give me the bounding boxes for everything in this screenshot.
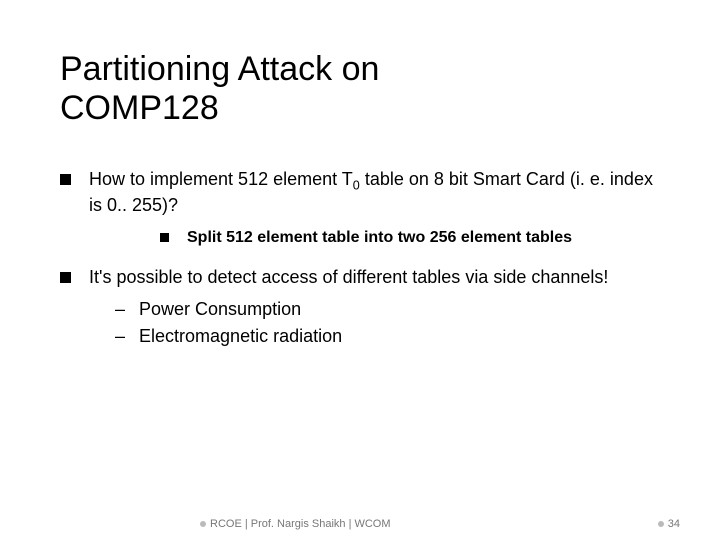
bullet-2: It's possible to detect access of differ… <box>60 266 660 289</box>
square-bullet-icon <box>60 174 71 185</box>
slide-title: Partitioning Attack on COMP128 <box>60 50 660 128</box>
dash-bullet-icon: – <box>115 298 125 321</box>
bullet-2-text: It's possible to detect access of differ… <box>89 266 608 289</box>
footer-page-text: 34 <box>668 518 680 530</box>
dash-bullet-icon: – <box>115 325 125 348</box>
title-line-2: COMP128 <box>60 89 219 127</box>
square-bullet-icon <box>60 272 71 283</box>
bullet-2-sub-1: – Power Consumption <box>115 298 660 321</box>
bullet-2-sub-2-text: Electromagnetic radiation <box>139 325 342 348</box>
dot-icon <box>658 521 664 527</box>
bullet-1-text: How to implement 512 element T0 table on… <box>89 168 660 217</box>
title-line-1: Partitioning Attack on <box>60 50 379 88</box>
footer-credit-text: RCOE | Prof. Nargis Shaikh | WCOM <box>210 518 391 530</box>
bullet-1: How to implement 512 element T0 table on… <box>60 168 660 217</box>
bullet-2-sub-1-text: Power Consumption <box>139 298 301 321</box>
dot-icon <box>200 521 206 527</box>
footer-credit: RCOE | Prof. Nargis Shaikh | WCOM <box>200 518 391 530</box>
bullet-1-pre: How to implement 512 element T <box>89 169 353 189</box>
square-bullet-icon <box>160 233 169 242</box>
bullet-1-subscript: 0 <box>353 179 360 193</box>
bullet-1-sub-1-text: Split 512 element table into two 256 ele… <box>187 228 572 249</box>
bullet-2-sub-2: – Electromagnetic radiation <box>115 325 660 348</box>
footer-page-number: 34 <box>658 518 680 530</box>
bullet-1-sub-1: Split 512 element table into two 256 ele… <box>160 228 660 249</box>
